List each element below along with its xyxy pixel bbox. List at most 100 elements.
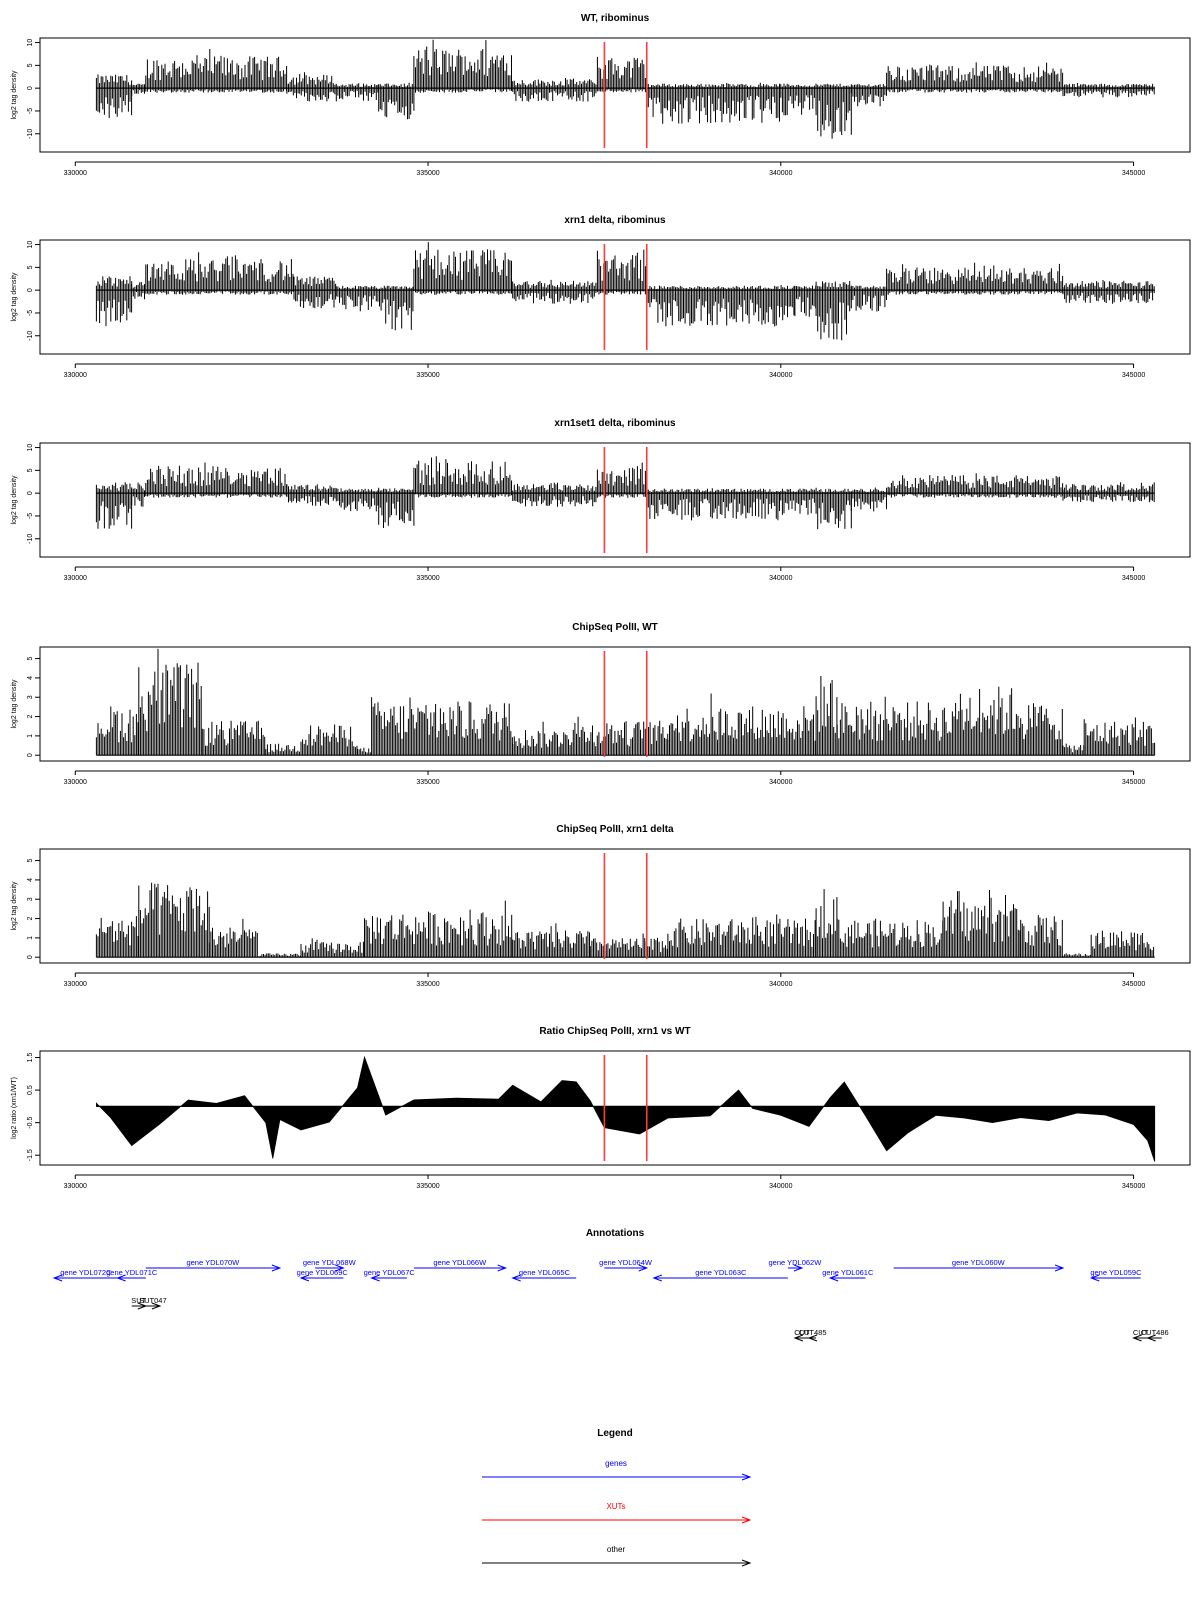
x-tick-label: 345000 xyxy=(1122,981,1145,988)
density-bar-segment xyxy=(385,285,414,331)
feature-arrow-head xyxy=(370,1274,380,1282)
feature-arrow-head xyxy=(151,1302,162,1310)
density-bar-segment xyxy=(561,716,669,756)
legend-entry-other: other xyxy=(482,1545,752,1567)
feature-arrow-head xyxy=(1146,1334,1156,1342)
density-bar-segment xyxy=(512,482,597,507)
x-tick-label: 335000 xyxy=(416,981,439,988)
x-tick-label: 345000 xyxy=(1122,779,1145,786)
density-bar-segment xyxy=(850,285,887,312)
density-bar-segment xyxy=(300,724,358,756)
plot-frame xyxy=(39,442,1191,558)
density-bar-segment xyxy=(667,914,816,958)
panel-title: ChipSeq PolII, WT xyxy=(572,622,658,633)
density-bar-segment xyxy=(265,743,302,756)
x-tick-label: 330000 xyxy=(64,1183,87,1190)
density-bar-segment xyxy=(293,276,337,309)
density-bar-segment xyxy=(131,83,145,97)
y-tick-label: -0.5 xyxy=(27,1117,34,1129)
y-tick-label: 3 xyxy=(27,695,34,699)
density-bar-segment xyxy=(886,473,1064,498)
density-bar-segment xyxy=(95,276,133,327)
feature-gene: gene YDL064W xyxy=(599,1258,653,1272)
x-tick-label: 330000 xyxy=(64,170,87,177)
feature-label: gene YDL064W xyxy=(599,1258,653,1267)
feature-arrow-head xyxy=(137,1302,148,1310)
y-axis-label: log2 tag density xyxy=(11,70,18,120)
density-bar-segment xyxy=(589,933,668,958)
feature-gene: gene YDL059C xyxy=(1089,1268,1142,1282)
feature-gene: gene YDL065C xyxy=(511,1268,577,1282)
density-bar-segment xyxy=(357,747,371,756)
feature-label: gene YDL062W xyxy=(768,1258,822,1267)
density-bar-segment xyxy=(815,281,852,341)
density-bar-segment xyxy=(1020,703,1063,756)
y-tick-label: 5 xyxy=(27,657,34,661)
panel-title: xrn1 delta, ribominus xyxy=(564,215,666,226)
y-tick-label: 0 xyxy=(27,288,34,292)
x-tick-label: 345000 xyxy=(1122,1183,1145,1190)
panel-7: Legend genes XUTs other xyxy=(482,1428,752,1567)
x-tick-label: 335000 xyxy=(416,372,439,379)
density-bar-segment xyxy=(413,242,512,295)
feature-arrow-head xyxy=(271,1264,282,1272)
y-tick-label: -10 xyxy=(27,129,34,139)
feature-gene: gene YDL062W xyxy=(768,1258,822,1272)
data-bars xyxy=(95,242,1155,341)
feature-arrow-head xyxy=(652,1274,662,1282)
density-bar-segment xyxy=(145,49,288,93)
density-bar-segment xyxy=(850,487,887,512)
y-axis-label: log2 tag density xyxy=(11,475,18,525)
panel-title: ChipSeq PolII, xrn1 delta xyxy=(556,824,674,835)
x-tick-label: 345000 xyxy=(1122,170,1145,177)
feature-arrow-head xyxy=(52,1274,63,1282)
density-bar-segment xyxy=(1020,915,1063,958)
feature-gene: gene YDL070W xyxy=(145,1258,282,1272)
feature-label: gene YDL061C xyxy=(822,1268,874,1277)
feature-arrow-head xyxy=(335,1264,345,1272)
feature-other: SUT047 xyxy=(139,1296,167,1310)
density-bar-segment xyxy=(1062,953,1091,958)
y-tick-label: 0 xyxy=(27,491,34,495)
density-bar-segment xyxy=(300,938,364,958)
density-bar-segment xyxy=(95,916,139,958)
feature-label: gene YDL059C xyxy=(1090,1268,1142,1277)
legend-label: other xyxy=(607,1545,626,1554)
feature-gene: gene YDL067C xyxy=(364,1268,415,1282)
x-tick-label: 340000 xyxy=(769,1183,792,1190)
feature-label: SUT xyxy=(131,1296,146,1305)
feature-other: CUT xyxy=(793,1328,810,1342)
data-bars xyxy=(95,456,1155,530)
feature-gene: gene YDL072C xyxy=(52,1268,118,1282)
x-tick-label: 340000 xyxy=(769,170,792,177)
density-bar-segment xyxy=(850,83,887,107)
legend-label: XUTs xyxy=(606,1502,625,1511)
density-bar-segment xyxy=(836,918,944,958)
density-bar-segment xyxy=(780,488,817,515)
density-bar-segment xyxy=(95,706,139,756)
density-bar-segment xyxy=(512,78,597,102)
x-tick-label: 335000 xyxy=(416,779,439,786)
density-bar-segment xyxy=(1062,743,1085,756)
y-tick-label: 1 xyxy=(27,734,34,738)
panel-title: WT, ribominus xyxy=(581,13,650,24)
panel-title: Ratio ChipSeq PolII, xrn1 vs WT xyxy=(539,1026,690,1037)
y-tick-label: -10 xyxy=(27,331,34,341)
panel-3: ChipSeq PolII, WT 5 4 3 2 1 0 log2 tag density 3… xyxy=(11,622,1191,786)
feature-label: CUT485 xyxy=(799,1328,827,1337)
y-tick-label: -10 xyxy=(27,534,34,544)
density-bar-segment xyxy=(512,721,562,756)
feature-arrow-head xyxy=(511,1274,521,1282)
feature-label: gene YDL063C xyxy=(695,1268,747,1277)
panel-4: ChipSeq PolII, xrn1 delta 5 4 3 2 1 0 log2 tag … xyxy=(11,824,1191,988)
density-bar-segment xyxy=(596,249,646,295)
panel-title: Annotations xyxy=(586,1228,645,1239)
density-bar-segment xyxy=(942,890,1021,958)
y-tick-label: 10 xyxy=(27,241,34,249)
density-bar-segment xyxy=(413,456,512,498)
density-bar-segment xyxy=(1062,482,1155,503)
density-bar-segment xyxy=(138,648,202,756)
feature-gene: gene YDL068W xyxy=(303,1258,357,1272)
density-bar-segment xyxy=(886,62,1064,93)
feature-arrow-head xyxy=(116,1274,126,1282)
